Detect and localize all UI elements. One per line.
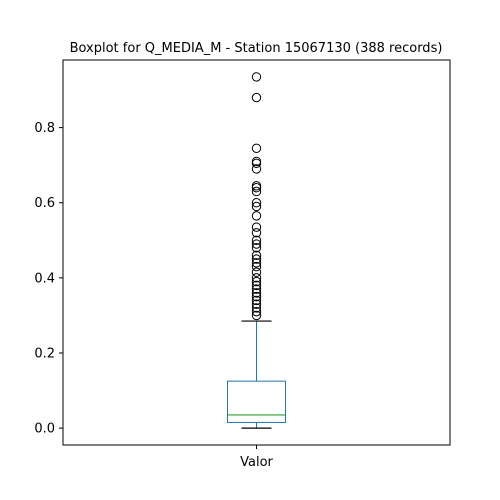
outlier-point (251, 183, 262, 193)
outlier-point (251, 235, 262, 245)
outlier-point (251, 243, 262, 253)
plot-area: 0.0 0.2 0.4 0.6 0.8 Valor (34, 59, 451, 470)
chart-title: Boxplot for Q_MEDIA_M - Station 15067130… (70, 41, 443, 56)
outlier-point (251, 261, 262, 272)
outlier-point (251, 295, 262, 306)
outlier-point (251, 143, 262, 153)
outlier-point (251, 267, 262, 277)
outlier-point (251, 92, 262, 103)
outlier-point (251, 254, 262, 264)
y-tick-label: 0.8 (34, 121, 55, 136)
outlier-point (251, 280, 262, 291)
x-tick-label: Valor (240, 455, 273, 470)
outlier-point (251, 299, 262, 309)
outlier-point (251, 228, 262, 238)
iqr-box (227, 380, 286, 423)
outlier-point (251, 239, 262, 249)
outlier-point (251, 273, 262, 283)
outlier-point (251, 211, 262, 221)
outlier-point (251, 291, 262, 302)
outlier-point (251, 222, 262, 232)
outlier-point (251, 306, 262, 317)
outlier-point (251, 198, 262, 208)
outlier-point (251, 201, 262, 212)
y-tick-label: 0.2 (34, 346, 55, 361)
y-tick-label: 0.0 (34, 422, 55, 437)
outlier-point (251, 250, 262, 261)
outlier-point (251, 72, 262, 82)
y-tick-label: 0.4 (34, 271, 55, 286)
outlier-point (251, 186, 262, 197)
outlier-point (251, 303, 262, 313)
outlier-point (251, 276, 262, 287)
outlier-point (251, 164, 262, 174)
outlier-point (251, 310, 262, 321)
outlier-point (251, 288, 262, 298)
outlier-point (251, 158, 262, 168)
outlier-point (251, 284, 262, 294)
y-tick-label: 0.6 (34, 196, 55, 211)
outlier-point (251, 258, 262, 268)
